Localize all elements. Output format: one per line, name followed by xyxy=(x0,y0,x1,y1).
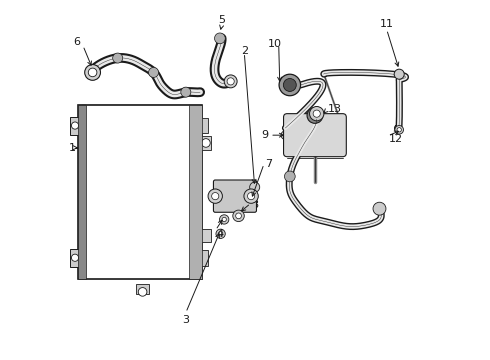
FancyBboxPatch shape xyxy=(284,114,346,157)
Text: 7: 7 xyxy=(265,159,272,169)
Text: 8: 8 xyxy=(251,200,259,210)
Bar xyxy=(190,105,202,279)
Circle shape xyxy=(212,193,219,200)
Circle shape xyxy=(283,78,296,91)
Text: 12: 12 xyxy=(389,134,403,144)
Circle shape xyxy=(310,107,324,121)
Circle shape xyxy=(313,110,320,117)
Circle shape xyxy=(72,122,78,129)
Text: 9: 9 xyxy=(261,130,268,140)
Bar xyxy=(71,249,80,267)
Circle shape xyxy=(227,78,234,85)
Circle shape xyxy=(397,128,401,132)
Circle shape xyxy=(373,202,386,215)
Circle shape xyxy=(395,126,403,134)
Circle shape xyxy=(281,131,290,139)
Circle shape xyxy=(72,254,78,261)
Bar xyxy=(200,118,208,134)
Circle shape xyxy=(201,139,210,147)
Circle shape xyxy=(244,189,258,203)
Bar xyxy=(200,229,211,242)
Bar xyxy=(200,250,208,266)
Text: 2: 2 xyxy=(241,46,248,56)
Text: 11: 11 xyxy=(380,19,393,29)
Circle shape xyxy=(113,53,122,63)
Circle shape xyxy=(181,87,191,97)
Circle shape xyxy=(394,69,404,79)
Circle shape xyxy=(247,193,255,200)
Bar xyxy=(200,136,211,150)
Circle shape xyxy=(215,33,225,44)
Bar xyxy=(78,105,86,279)
Text: 5: 5 xyxy=(218,15,225,26)
Circle shape xyxy=(220,215,229,224)
Text: 4: 4 xyxy=(216,229,223,239)
Bar xyxy=(71,117,80,135)
Text: 10: 10 xyxy=(269,39,282,49)
Text: 6: 6 xyxy=(73,37,80,47)
Circle shape xyxy=(148,67,159,77)
Text: 3: 3 xyxy=(182,315,189,325)
Bar xyxy=(78,105,202,279)
Circle shape xyxy=(233,210,245,222)
Circle shape xyxy=(307,108,323,123)
Circle shape xyxy=(250,182,260,192)
Circle shape xyxy=(236,213,242,219)
Text: 13: 13 xyxy=(327,104,342,114)
Circle shape xyxy=(138,288,147,296)
Circle shape xyxy=(279,74,300,96)
FancyBboxPatch shape xyxy=(214,180,256,212)
Bar xyxy=(136,284,149,294)
Circle shape xyxy=(216,229,225,238)
Circle shape xyxy=(222,217,226,222)
Circle shape xyxy=(285,171,295,182)
Circle shape xyxy=(88,68,97,77)
Circle shape xyxy=(224,75,237,88)
Text: 1: 1 xyxy=(69,143,75,153)
Circle shape xyxy=(219,231,223,236)
Circle shape xyxy=(85,64,100,80)
Circle shape xyxy=(208,189,222,203)
